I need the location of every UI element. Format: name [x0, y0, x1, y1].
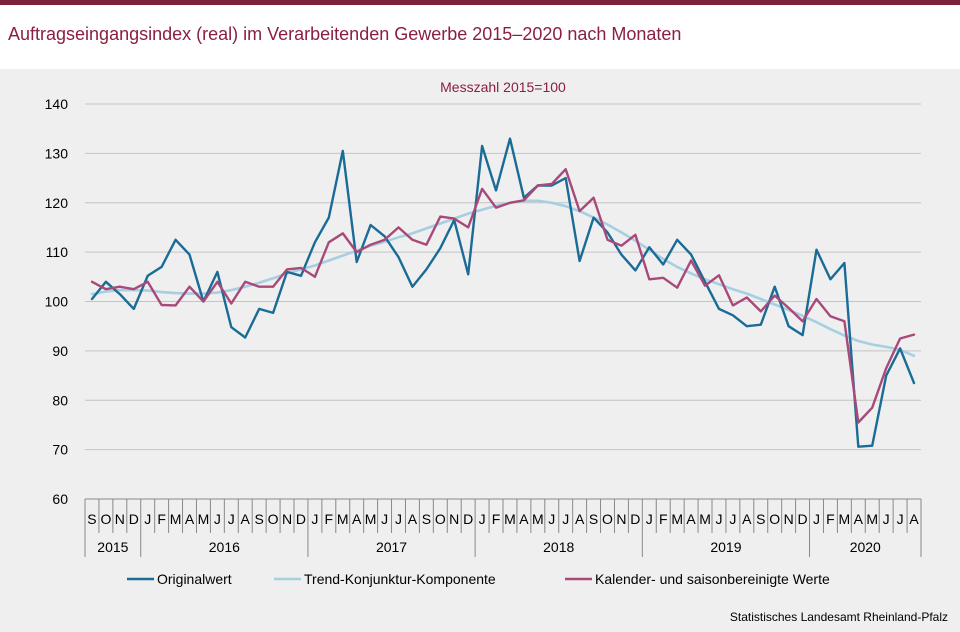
- x-tick-label: D: [798, 511, 808, 527]
- x-tick-label: D: [630, 511, 640, 527]
- year-label: 2019: [710, 539, 741, 555]
- x-tick-label: A: [909, 511, 919, 527]
- year-label: 2015: [97, 539, 128, 555]
- x-tick-label: M: [532, 511, 544, 527]
- x-tick-label: S: [87, 511, 96, 527]
- x-tick-label: A: [854, 511, 864, 527]
- x-tick-label: J: [729, 511, 736, 527]
- x-tick-label: A: [686, 511, 696, 527]
- legend-label: Originalwert: [157, 571, 232, 587]
- y-tick-label: 100: [45, 294, 69, 310]
- year-label: 2017: [376, 539, 407, 555]
- x-tick-label: J: [214, 511, 221, 527]
- x-tick-label: A: [352, 511, 362, 527]
- x-tick-label: M: [671, 511, 683, 527]
- x-tick-label: N: [115, 511, 125, 527]
- y-tick-label: 80: [52, 392, 68, 408]
- x-tick-label: A: [742, 511, 752, 527]
- x-tick-label: M: [170, 511, 182, 527]
- x-tick-label: J: [381, 511, 388, 527]
- year-label: 2016: [209, 539, 240, 555]
- year-label: 2020: [850, 539, 881, 555]
- x-tick-label: M: [365, 511, 377, 527]
- x-tick-label: F: [157, 511, 166, 527]
- series-line-2: [90, 167, 916, 424]
- y-tick-label: 140: [45, 96, 69, 112]
- x-tick-label: J: [562, 511, 569, 527]
- x-tick-label: M: [866, 511, 878, 527]
- x-tick-label: F: [492, 511, 501, 527]
- x-tick-label: J: [646, 511, 653, 527]
- x-tick-label: J: [715, 511, 722, 527]
- x-tick-label: F: [659, 511, 668, 527]
- x-tick-label: O: [602, 511, 613, 527]
- x-tick-label: A: [408, 511, 418, 527]
- x-tick-label: J: [548, 511, 555, 527]
- x-tick-label: M: [839, 511, 851, 527]
- page-title: Auftragseingangsindex (real) im Verarbei…: [8, 24, 682, 44]
- x-tick-label: J: [479, 511, 486, 527]
- series-lines: [90, 137, 916, 448]
- x-tick-label: J: [897, 511, 904, 527]
- legend: Originalwert Trend-Konjunktur-Komponente K…: [127, 571, 830, 587]
- x-tick-label: F: [826, 511, 835, 527]
- source-note: Statistisches Landesamt Rheinland-Pfalz: [729, 610, 948, 624]
- y-tick-label: 60: [52, 491, 68, 507]
- x-tick-label: J: [813, 511, 820, 527]
- y-tick-label: 120: [45, 195, 69, 211]
- x-tick-label: S: [589, 511, 598, 527]
- top-accent-bar: [0, 0, 960, 5]
- y-tick-label: 110: [46, 244, 69, 260]
- legend-label: Kalender- und saisonbereinigte Werte: [595, 571, 830, 587]
- x-tick-label: N: [784, 511, 794, 527]
- y-tick-label: 130: [45, 145, 69, 161]
- y-tick-label: 70: [52, 442, 68, 458]
- x-tick-label: D: [129, 511, 139, 527]
- x-tick-label: A: [575, 511, 585, 527]
- x-tick-label: J: [228, 511, 235, 527]
- y-axis: 60 70 80 90 100 110 120 130 140: [45, 96, 69, 507]
- x-tick-label: A: [185, 511, 195, 527]
- x-tick-label: J: [144, 511, 151, 527]
- x-tick-label: A: [519, 511, 529, 527]
- x-tick-label: D: [463, 511, 473, 527]
- x-tick-label: O: [268, 511, 279, 527]
- x-tick-label: S: [422, 511, 431, 527]
- x-tick-label: O: [769, 511, 780, 527]
- x-tick-label: M: [504, 511, 516, 527]
- x-tick-label: N: [449, 511, 459, 527]
- year-label: 2018: [543, 539, 574, 555]
- x-tick-label: O: [435, 511, 446, 527]
- x-tick-label: M: [337, 511, 349, 527]
- x-tick-label: J: [883, 511, 890, 527]
- x-tick-label: S: [254, 511, 263, 527]
- x-tick-label: J: [311, 511, 318, 527]
- x-tick-label: N: [282, 511, 292, 527]
- series-line-0: [90, 137, 916, 448]
- x-tick-label: S: [756, 511, 765, 527]
- x-tick-label: J: [395, 511, 402, 527]
- x-tick-label: M: [699, 511, 711, 527]
- x-tick-label: O: [100, 511, 111, 527]
- y-tick-label: 90: [52, 343, 68, 359]
- x-tick-label: D: [296, 511, 306, 527]
- x-tick-label: M: [198, 511, 210, 527]
- x-tick-label: F: [325, 511, 334, 527]
- legend-label: Trend-Konjunktur-Komponente: [304, 571, 496, 587]
- chart-subtitle: Messzahl 2015=100: [440, 79, 566, 95]
- x-tick-label: A: [241, 511, 251, 527]
- x-tick-label: N: [616, 511, 626, 527]
